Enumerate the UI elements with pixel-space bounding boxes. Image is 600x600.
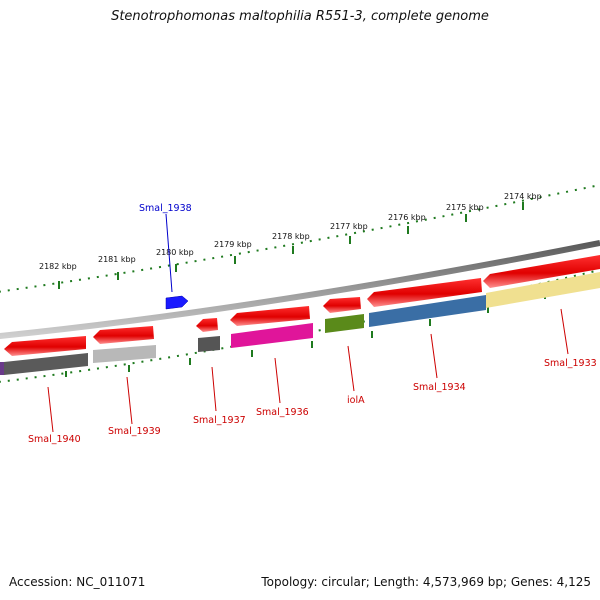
cog-block-smal-1937 xyxy=(198,336,220,352)
gene-label-iola[interactable]: iolA xyxy=(347,395,365,406)
cog-block-smal-1933 xyxy=(486,272,600,308)
gene-iola-arrow[interactable] xyxy=(323,297,361,313)
gene-label-smal-1939[interactable]: Smal_1939 xyxy=(108,426,161,437)
scale-label: 2174 kbp xyxy=(504,192,542,201)
gene-label-smal-1934[interactable]: Smal_1934 xyxy=(413,382,466,393)
map-title: Stenotrophomonas maltophilia R551-3, com… xyxy=(111,9,489,24)
gene-smal-1934-arrow[interactable] xyxy=(367,278,482,307)
genome-summary-text: Topology: circular; Length: 4,573,969 bp… xyxy=(261,575,591,589)
scale-label: 2175 kbp xyxy=(446,203,484,212)
gene-label-smal-1933[interactable]: Smal_1933 xyxy=(544,358,597,369)
gene-label-smal-1940[interactable]: Smal_1940 xyxy=(28,434,81,445)
cog-block-smal-1936 xyxy=(231,323,313,348)
gene-label-smal-1936[interactable]: Smal_1936 xyxy=(256,407,309,418)
scale-labels: 2182 kbp 2181 kbp 2180 kbp 2179 kbp 2178… xyxy=(39,192,542,271)
gene-smal-1933-arrow[interactable] xyxy=(483,255,600,288)
scale-major-ticks xyxy=(58,202,524,289)
gene-labels: Smal_1938 Smal_1940 Smal_1939 Smal_1937 … xyxy=(28,203,597,445)
gene-label-leaders xyxy=(47,213,569,433)
gene-smal-1938-arrow[interactable] xyxy=(165,295,189,310)
cog-block-smal-1940 xyxy=(4,353,88,375)
gene-smal-1936-arrow[interactable] xyxy=(230,306,310,326)
scale-label: 2179 kbp xyxy=(214,240,252,249)
accession-text: Accession: NC_011071 xyxy=(9,575,146,589)
gene-label-smal-1938[interactable]: Smal_1938 xyxy=(139,203,192,214)
scale-label: 2181 kbp xyxy=(98,255,136,264)
gene-smal-1940-arrow[interactable] xyxy=(4,336,86,356)
scale-label: 2180 kbp xyxy=(156,248,194,257)
scale-label: 2177 kbp xyxy=(330,222,368,231)
gene-smal-1939-arrow[interactable] xyxy=(93,326,154,344)
genome-backbone xyxy=(0,240,600,339)
cog-block-smal-1939 xyxy=(93,345,156,363)
scale-label: 2178 kbp xyxy=(272,232,310,241)
gene-label-smal-1937[interactable]: Smal_1937 xyxy=(193,415,246,426)
scale-label: 2182 kbp xyxy=(39,262,77,271)
gene-smal-1937-arrow[interactable] xyxy=(196,318,218,332)
scale-label: 2176 kbp xyxy=(388,213,426,222)
cog-block-iola xyxy=(325,314,364,333)
cog-block-smal-1940-b xyxy=(0,362,4,375)
cog-block-smal-1934 xyxy=(369,295,486,327)
